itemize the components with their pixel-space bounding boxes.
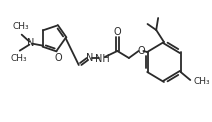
Text: O: O bbox=[138, 46, 145, 56]
Text: N: N bbox=[27, 38, 34, 48]
Text: CH₃: CH₃ bbox=[10, 54, 27, 63]
Text: CH₃: CH₃ bbox=[193, 77, 210, 86]
Text: O: O bbox=[113, 27, 121, 37]
Text: CH₃: CH₃ bbox=[13, 22, 29, 31]
Text: O: O bbox=[54, 53, 62, 63]
Text: N: N bbox=[86, 53, 93, 63]
Text: NH: NH bbox=[95, 54, 109, 64]
